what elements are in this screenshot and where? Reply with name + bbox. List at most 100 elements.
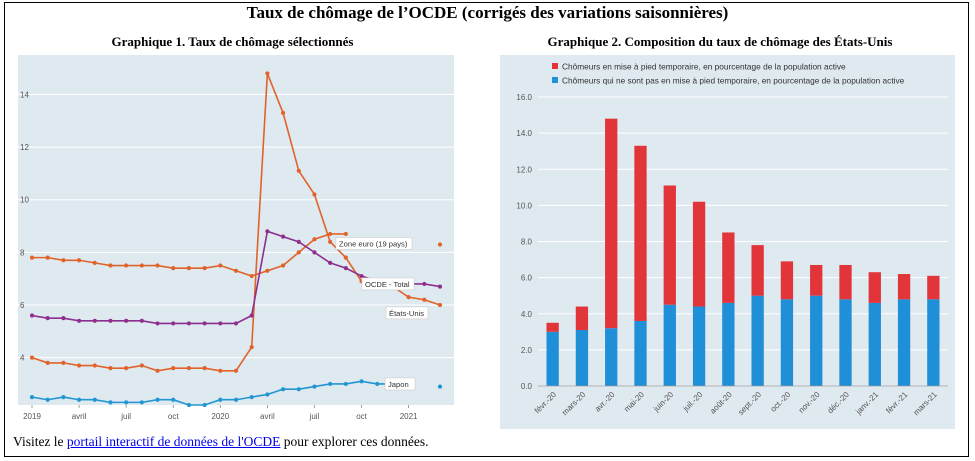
chart2-title: Graphique 2. Composition du taux de chôm…: [547, 34, 893, 49]
data-point: [249, 345, 254, 350]
data-point: [108, 318, 113, 323]
data-point: [202, 266, 207, 271]
x-tick-label: avril: [72, 412, 87, 421]
y-tick-label: 14: [20, 90, 29, 99]
y-tick-label: 14.0: [516, 129, 532, 138]
data-point: [76, 258, 82, 263]
bar-segment-1: [897, 274, 911, 300]
data-point: [218, 368, 223, 373]
page-title: Taux de chômage de l’OCDE (corrigés des …: [246, 3, 729, 22]
data-point: [202, 366, 207, 371]
data-point: [124, 400, 129, 405]
data-point: [296, 250, 301, 255]
bar-segment-1: [692, 201, 706, 307]
data-point: [437, 242, 443, 247]
bar-segment-1: [663, 185, 676, 305]
bar-segment-1: [868, 272, 881, 303]
data-point: [359, 273, 364, 279]
bar-segment-1: [546, 322, 559, 332]
data-point: [233, 368, 239, 373]
data-point: [249, 273, 254, 279]
data-point: [406, 295, 411, 300]
x-tick-label: avril: [260, 412, 275, 421]
y-tick-label: 2.0: [521, 346, 533, 355]
data-point: [61, 360, 66, 365]
bar-segment-0: [839, 299, 852, 386]
bar-segment-0: [605, 328, 618, 386]
data-point: [155, 321, 160, 326]
y-tick-label: 12: [20, 143, 29, 152]
bar-segment-0: [722, 302, 735, 386]
y-tick-label: 4.0: [521, 310, 533, 319]
data-point: [29, 313, 35, 318]
legend-label: Chômeurs qui ne sont pas en mise à pied …: [562, 76, 905, 86]
data-point: [437, 284, 443, 289]
data-point: [139, 400, 144, 405]
data-point: [29, 395, 35, 400]
data-point: [280, 234, 286, 239]
bar-segment-0: [868, 302, 881, 386]
data-point: [265, 229, 270, 234]
data-point: [296, 239, 301, 244]
bar-segment-1: [722, 232, 735, 303]
data-point: [312, 250, 317, 255]
annotation-label: OCDE - Total: [365, 280, 410, 289]
y-tick-label: 12.0: [516, 165, 532, 174]
data-point: [108, 263, 113, 268]
footer-note: Visitez le portail interactif de données…: [13, 434, 429, 450]
bar-segment-1: [634, 145, 647, 321]
data-point: [249, 313, 254, 318]
bar-segment-1: [839, 264, 852, 300]
data-point: [171, 321, 176, 326]
bar-segment-1: [927, 275, 940, 300]
data-point: [422, 297, 427, 302]
bar-segment-1: [605, 118, 618, 329]
data-point: [296, 387, 301, 392]
legend-swatch: [552, 77, 558, 83]
figure-frame: [4, 2, 969, 457]
data-point: [343, 231, 348, 237]
data-point: [45, 255, 50, 260]
data-point: [186, 321, 192, 326]
data-point: [76, 318, 82, 323]
bar-segment-0: [897, 299, 911, 386]
y-tick-label: 10.0: [516, 201, 532, 210]
data-point: [233, 321, 239, 326]
data-point: [343, 381, 348, 387]
data-point: [45, 316, 50, 321]
bar-segment-1: [810, 264, 823, 296]
bar-segment-0: [663, 304, 676, 386]
y-tick-label: 16.0: [516, 93, 532, 102]
x-tick-label: juil: [309, 412, 320, 421]
data-point: [296, 168, 301, 173]
bar-segment-0: [546, 331, 559, 386]
data-point: [265, 392, 270, 397]
data-point: [186, 366, 192, 371]
data-point: [29, 255, 35, 260]
data-point: [139, 363, 144, 368]
data-point: [437, 384, 443, 389]
data-point: [108, 400, 113, 405]
annotation-box: [384, 377, 416, 391]
data-point: [92, 363, 97, 368]
plot-area: [18, 55, 454, 405]
data-point: [186, 402, 192, 408]
data-point: [76, 397, 82, 402]
y-tick-label: 4: [20, 354, 25, 363]
x-tick-label: oct: [168, 412, 179, 421]
bar-segment-1: [780, 261, 794, 300]
data-point: [124, 366, 129, 371]
y-tick-label: 6.0: [521, 274, 533, 283]
data-point: [76, 363, 82, 368]
data-point: [249, 395, 254, 400]
footer-suffix: pour explorer ces données.: [280, 434, 429, 449]
data-point: [437, 302, 443, 308]
x-tick-label: 2020: [211, 412, 229, 421]
bar-segment-0: [575, 330, 589, 386]
data-point: [92, 260, 97, 265]
data-point: [312, 192, 317, 197]
legend-swatch: [552, 63, 558, 69]
x-tick-label: 2019: [23, 412, 41, 421]
oecd-data-portal-link[interactable]: portail interactif de données de l'OCDE: [66, 434, 281, 449]
bar-segment-1: [575, 306, 589, 331]
